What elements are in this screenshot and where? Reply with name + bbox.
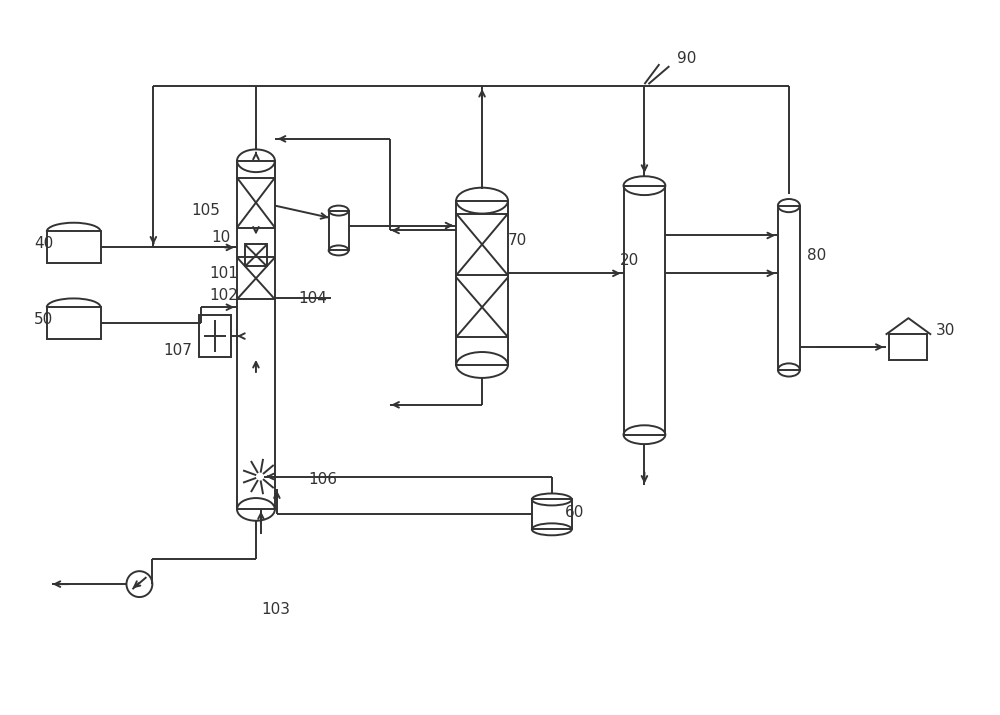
Text: 70: 70 bbox=[508, 233, 527, 248]
Text: 10: 10 bbox=[211, 230, 230, 245]
Text: 105: 105 bbox=[191, 203, 220, 218]
Text: 103: 103 bbox=[261, 601, 290, 616]
Bar bbox=[456, 201, 508, 365]
Text: 40: 40 bbox=[34, 236, 53, 251]
Text: 90: 90 bbox=[677, 51, 697, 66]
Bar bbox=[237, 161, 275, 509]
Text: 30: 30 bbox=[936, 322, 956, 337]
Bar bbox=[245, 245, 267, 267]
Text: 107: 107 bbox=[163, 342, 192, 358]
Bar bbox=[624, 186, 665, 435]
Text: 60: 60 bbox=[565, 505, 584, 520]
Bar bbox=[199, 315, 231, 357]
Bar bbox=[889, 334, 927, 360]
Text: 102: 102 bbox=[209, 287, 238, 302]
Text: 101: 101 bbox=[209, 266, 238, 281]
Bar bbox=[47, 307, 101, 339]
Text: 50: 50 bbox=[34, 312, 53, 327]
Bar bbox=[47, 232, 101, 263]
Text: 104: 104 bbox=[299, 291, 328, 306]
Bar bbox=[778, 206, 800, 370]
Bar bbox=[329, 211, 349, 250]
Bar bbox=[532, 500, 572, 529]
Text: 20: 20 bbox=[620, 253, 639, 268]
Text: 106: 106 bbox=[309, 472, 338, 487]
Text: 80: 80 bbox=[807, 248, 826, 263]
